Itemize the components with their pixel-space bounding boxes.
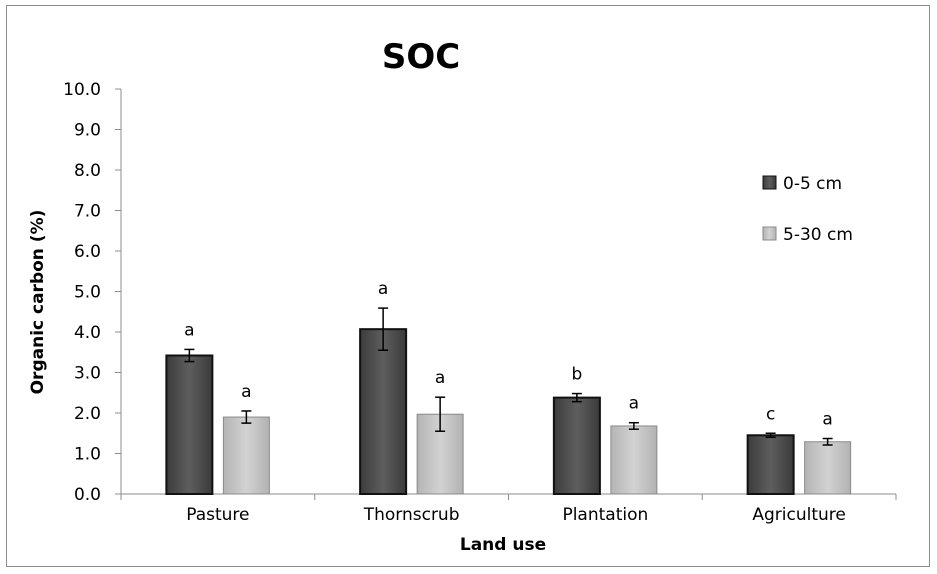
bar-shallow bbox=[552, 396, 601, 495]
bar-shallow bbox=[359, 328, 408, 496]
significance-label: c bbox=[766, 404, 775, 424]
significance-label: a bbox=[184, 320, 194, 340]
y-axis: 0.0 1.0 2.0 3.0 4.0 5.0 6.0 7.0 8.0 9.0 10.0 bbox=[63, 80, 122, 505]
bar-deep bbox=[416, 413, 464, 495]
bar-deep bbox=[610, 425, 658, 495]
y-axis-title: Organic carbon (%) bbox=[28, 210, 48, 395]
y-tick-label: 5.0 bbox=[74, 283, 101, 303]
significance-label: b bbox=[571, 365, 582, 385]
y-tick-label: 10.0 bbox=[63, 80, 101, 100]
significance-label: a bbox=[822, 410, 832, 430]
bar-shallow bbox=[746, 434, 795, 495]
x-axis: Pasture Thornscrub Plantation Agriculture bbox=[120, 493, 897, 525]
legend-label: 5-30 cm bbox=[783, 225, 853, 245]
chart-title: SOC bbox=[382, 37, 460, 77]
y-tick-label: 4.0 bbox=[74, 323, 101, 343]
y-tick-label: 9.0 bbox=[74, 121, 101, 141]
y-tick-label: 7.0 bbox=[74, 202, 101, 222]
significance-label: a bbox=[241, 382, 251, 402]
bar-shallow bbox=[165, 354, 214, 495]
bar-deep bbox=[804, 441, 852, 495]
legend-swatch bbox=[762, 175, 777, 190]
legend-swatch bbox=[762, 226, 777, 241]
bar-deep bbox=[222, 416, 270, 495]
category-label: Thornscrub bbox=[363, 505, 460, 525]
category-label: Agriculture bbox=[752, 505, 846, 525]
legend: 0-5 cm 5-30 cm bbox=[762, 174, 853, 245]
bars: a a b c a a a a bbox=[165, 279, 852, 496]
x-axis-title: Land use bbox=[460, 535, 546, 555]
significance-label: a bbox=[629, 394, 639, 414]
category-label: Pasture bbox=[186, 505, 249, 525]
y-tick-label: 6.0 bbox=[74, 242, 101, 262]
y-tick-label: 8.0 bbox=[74, 161, 101, 181]
y-tick-label: 0.0 bbox=[74, 485, 101, 505]
y-tick-label: 1.0 bbox=[74, 445, 101, 465]
y-tick-label: 2.0 bbox=[74, 404, 101, 424]
legend-label: 0-5 cm bbox=[783, 174, 842, 194]
significance-label: a bbox=[435, 368, 445, 388]
significance-label: a bbox=[378, 279, 388, 299]
y-tick-label: 3.0 bbox=[74, 364, 101, 384]
category-label: Plantation bbox=[562, 505, 648, 525]
